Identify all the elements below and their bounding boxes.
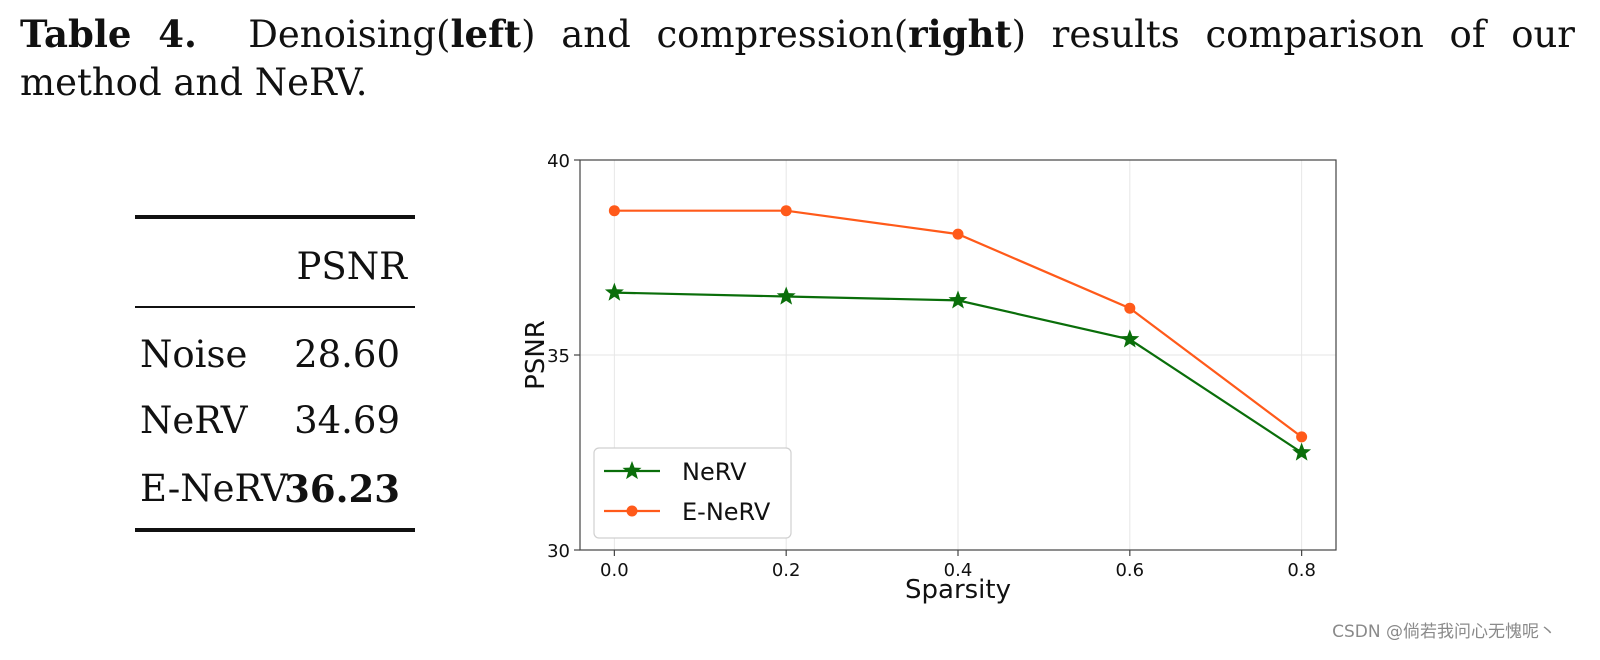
table-top-rule	[135, 215, 415, 219]
table-caption: Table 4. Denoising(left) and compression…	[20, 10, 1575, 107]
x-tick-label: 0.6	[1115, 560, 1144, 581]
watermark: CSDN @倘若我问心无愧呢丶	[1332, 622, 1556, 642]
data-point-e-nerv	[1296, 431, 1308, 443]
y-axis-label: PSNR	[521, 320, 551, 390]
y-tick-label: 35	[547, 346, 570, 367]
row-value-noise: 28.60	[294, 333, 400, 376]
x-tick-label: 0.0	[600, 560, 629, 581]
data-point-nerv	[948, 290, 968, 309]
row-value-nerv: 34.69	[294, 399, 400, 442]
caption-label: Table 4.	[20, 12, 197, 56]
legend-marker-nerv	[622, 461, 642, 480]
y-tick-label: 40	[547, 151, 570, 172]
legend-marker-e-nerv	[626, 505, 638, 517]
table-mid-rule	[135, 306, 415, 308]
row-name-noise: Noise	[140, 333, 248, 376]
row-name-enerv: E-NeRV	[140, 467, 288, 510]
caption-part2: ) and compression(	[521, 13, 909, 56]
table-header-psnr: PSNR	[296, 245, 407, 288]
data-point-nerv	[1120, 329, 1140, 348]
data-point-nerv	[604, 282, 624, 301]
data-point-e-nerv	[952, 228, 964, 240]
caption-right-word: right	[908, 12, 1012, 56]
x-tick-label: 0.8	[1287, 560, 1316, 581]
data-point-e-nerv	[608, 205, 620, 217]
data-point-nerv	[776, 286, 796, 305]
legend-label: NeRV	[682, 458, 747, 486]
x-tick-label: 0.2	[772, 560, 801, 581]
data-point-e-nerv	[1124, 302, 1136, 314]
data-point-nerv	[1292, 442, 1312, 461]
data-point-e-nerv	[780, 205, 792, 217]
caption-part1: Denoising(	[248, 13, 451, 56]
x-tick-label: 0.4	[944, 560, 973, 581]
table-bottom-rule	[135, 528, 415, 532]
x-axis-label: Sparsity	[905, 575, 1011, 605]
caption-left-word: left	[450, 12, 522, 56]
row-name-nerv: NeRV	[140, 399, 248, 442]
y-tick-label: 30	[547, 541, 570, 562]
legend-label: E-NeRV	[682, 498, 771, 526]
caption-part3: ) results comparison of our method and N…	[20, 13, 1575, 104]
row-value-enerv: 36.23	[284, 467, 400, 511]
